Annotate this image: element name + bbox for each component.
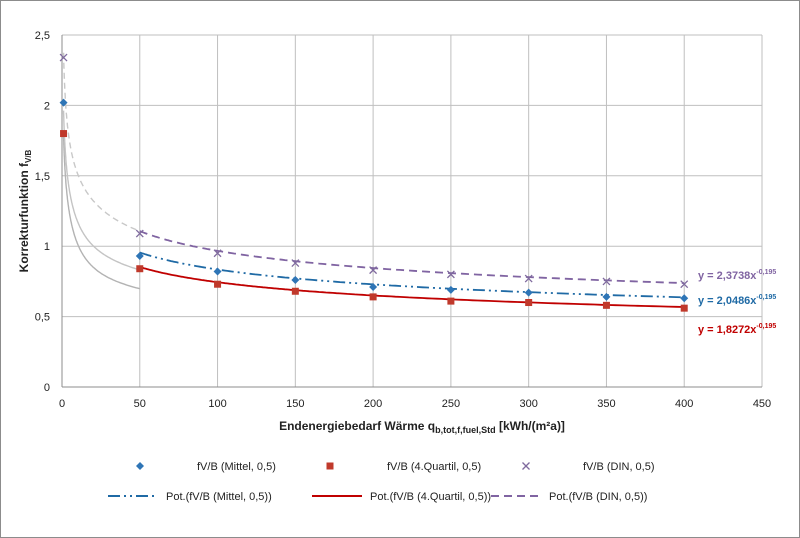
y-axis-title-subscript: V/B — [24, 149, 33, 163]
x-tick-labels: 0 50 100 150 200 250 300 350 400 450 — [59, 398, 771, 410]
y-tick-label: 1,5 — [35, 171, 50, 183]
data-point — [213, 267, 222, 276]
x-tick-label: 150 — [286, 398, 304, 410]
trendlines — [139, 230, 685, 308]
legend-label: fV/B (DIN, 0,5) — [583, 461, 655, 473]
trendline-equation: y = 1,8272x-0,195 — [698, 323, 776, 336]
data-point — [135, 229, 144, 238]
data-point — [214, 280, 222, 288]
legend: fV/B (Mittel, 0,5) fV/B (4.Quartil, 0,5) f… — [108, 461, 655, 503]
x-axis-title: Endenergiebedarf Wärme qb,tot,f,fuel,Std… — [279, 419, 565, 435]
data-point — [59, 53, 68, 62]
legend-label: fV/B (Mittel, 0,5) — [197, 461, 276, 473]
equation-base: y = 2,0486x — [698, 295, 757, 307]
trendline-0 — [139, 251, 685, 299]
y-tick-label: 0,5 — [35, 312, 50, 324]
x-axis-title-subscript: b,tot,f,fuel,Std — [435, 425, 496, 435]
data-point — [602, 292, 611, 301]
data-point — [369, 283, 378, 292]
data-point — [524, 274, 533, 283]
y-tick-label: 2 — [44, 100, 50, 112]
data-point — [59, 98, 68, 107]
x-tick-label: 200 — [364, 398, 382, 410]
legend-label: Pot.(fV/B (DIN, 0,5)) — [549, 491, 647, 503]
x-tick-label: 250 — [442, 398, 460, 410]
x-axis-title-main: Endenergiebedarf Wärme q — [279, 419, 435, 433]
grid — [61, 34, 763, 388]
y-axis-title-main: Korrekturfunktion f — [17, 162, 31, 272]
x-tick-label: 400 — [675, 398, 693, 410]
data-point — [524, 288, 533, 297]
x-tick-label: 0 — [59, 398, 65, 410]
light-curve — [62, 52, 141, 232]
y-tick-label: 1 — [44, 241, 50, 253]
data-point — [369, 266, 378, 275]
data-point-stroke — [59, 53, 68, 62]
x-axis-title-unit: [kWh/(m²a)] — [496, 419, 565, 433]
equation-exponent: -0,195 — [756, 323, 776, 330]
data-point — [525, 299, 533, 307]
legend-label: fV/B (4.Quartil, 0,5) — [387, 461, 481, 473]
trendline-equation: y = 2,3738x-0,195 — [698, 269, 776, 282]
data-point — [291, 259, 300, 268]
light-curve — [62, 135, 140, 290]
x-tick-label: 300 — [519, 398, 537, 410]
data-point — [602, 301, 610, 309]
data-points — [59, 53, 689, 312]
x-tick-label: 50 — [134, 398, 146, 410]
y-tick-labels: 0 0,5 1 1,5 2 2,5 — [35, 30, 50, 394]
equation-base: y = 2,3738x — [698, 270, 757, 282]
legend-marker-stroke — [522, 462, 530, 470]
legend-marker — [136, 462, 144, 470]
data-point-stroke — [446, 270, 455, 279]
data-point-stroke — [291, 259, 300, 268]
data-point-stroke — [369, 266, 378, 275]
equation-base: y = 1,8272x — [698, 324, 757, 336]
trendline-1 — [139, 266, 685, 308]
legend-marker — [326, 462, 334, 470]
data-point — [213, 249, 222, 258]
trendline-2 — [139, 230, 685, 284]
data-point — [680, 280, 689, 289]
light-curve — [62, 110, 140, 271]
x-tick-label: 450 — [753, 398, 771, 410]
data-point — [446, 270, 455, 279]
data-point — [602, 277, 611, 286]
data-point — [291, 287, 299, 295]
y-tick-label: 0 — [44, 382, 50, 394]
data-point-stroke — [602, 277, 611, 286]
x-tick-label: 100 — [208, 398, 226, 410]
equation-exponent: -0,195 — [756, 294, 776, 301]
legend-label: Pot.(fV/B (Mittel, 0,5)) — [166, 491, 272, 503]
light-curves — [62, 52, 141, 290]
data-point — [291, 275, 300, 284]
trendline-equation: y = 2,0486x-0,195 — [698, 294, 776, 307]
y-axis-title: Korrekturfunktion fV/B — [17, 149, 33, 272]
legend-label: Pot.(fV/B (4.Quartil, 0,5)) — [370, 491, 491, 503]
x-tick-label: 350 — [597, 398, 615, 410]
equation-exponent: -0,195 — [756, 269, 776, 276]
data-point — [135, 252, 144, 261]
y-tick-label: 2,5 — [35, 30, 50, 42]
data-point-stroke — [213, 249, 222, 258]
data-point — [447, 297, 455, 305]
data-point-stroke — [680, 280, 689, 289]
data-point-stroke — [524, 274, 533, 283]
data-point — [680, 304, 688, 312]
data-point — [369, 293, 377, 301]
data-point — [136, 265, 144, 273]
data-point-stroke — [135, 229, 144, 238]
legend-marker — [522, 462, 530, 470]
data-point — [446, 285, 455, 294]
data-point — [60, 130, 68, 138]
data-point — [680, 294, 689, 303]
